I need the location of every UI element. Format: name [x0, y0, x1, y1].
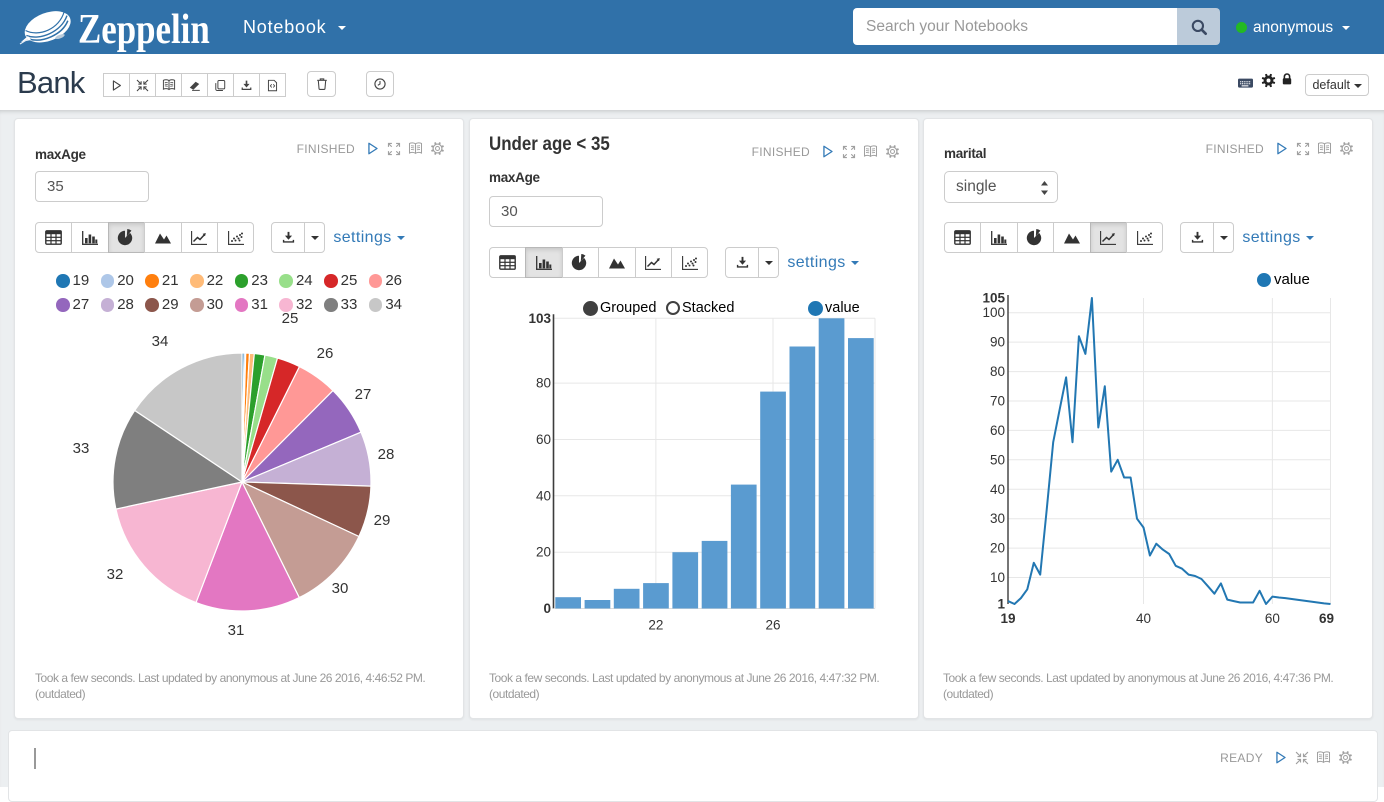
- svg-text:26: 26: [765, 618, 780, 633]
- svg-text:29: 29: [374, 512, 391, 529]
- svg-text:30: 30: [332, 580, 349, 597]
- svg-text:80: 80: [536, 376, 551, 391]
- svg-text:105: 105: [982, 291, 1005, 306]
- svg-text:10: 10: [990, 570, 1005, 585]
- svg-text:40: 40: [990, 482, 1005, 497]
- svg-text:90: 90: [990, 335, 1005, 350]
- svg-text:100: 100: [982, 305, 1005, 320]
- svg-text:34: 34: [152, 333, 169, 350]
- svg-text:80: 80: [990, 364, 1005, 379]
- svg-text:20: 20: [536, 545, 551, 560]
- svg-text:27: 27: [355, 386, 372, 403]
- svg-text:28: 28: [378, 446, 395, 463]
- svg-text:20: 20: [990, 541, 1005, 556]
- svg-text:60: 60: [536, 432, 551, 447]
- svg-text:32: 32: [107, 566, 124, 583]
- svg-text:60: 60: [1265, 611, 1280, 626]
- svg-text:26: 26: [317, 345, 334, 362]
- svg-text:1: 1: [997, 597, 1005, 612]
- svg-text:103: 103: [528, 311, 551, 326]
- svg-text:50: 50: [990, 452, 1005, 467]
- svg-text:25: 25: [282, 310, 299, 327]
- svg-text:40: 40: [536, 488, 551, 503]
- svg-text:60: 60: [990, 423, 1005, 438]
- svg-text:70: 70: [990, 394, 1005, 409]
- svg-text:0: 0: [543, 601, 551, 616]
- svg-text:69: 69: [1319, 611, 1334, 626]
- svg-text:31: 31: [228, 622, 245, 639]
- svg-text:40: 40: [1136, 611, 1151, 626]
- svg-text:19: 19: [1000, 611, 1015, 626]
- svg-text:22: 22: [648, 618, 663, 633]
- svg-text:33: 33: [73, 440, 90, 457]
- svg-text:30: 30: [990, 511, 1005, 526]
